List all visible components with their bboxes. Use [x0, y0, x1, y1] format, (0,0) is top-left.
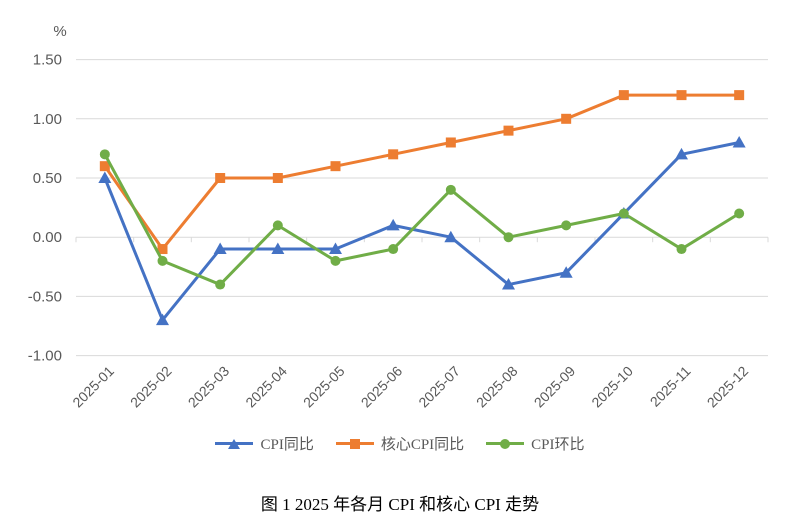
- square-data-marker: [157, 244, 168, 255]
- triangle-data-marker: [98, 171, 112, 183]
- circle-data-marker: [503, 232, 514, 243]
- triangle-data-marker: [732, 135, 746, 148]
- square-data-marker: [272, 173, 283, 183]
- y-axis-tick-label: 1.00: [33, 111, 62, 128]
- chart-legend: CPI同比 核心CPI同比 CPI环比: [0, 433, 800, 454]
- y-axis-tick-label: 0.50: [33, 170, 62, 187]
- x-axis-tick-label: 2025-09: [531, 363, 579, 411]
- legend-item-cpi-yoy: CPI同比: [215, 433, 314, 454]
- triangle-data-marker: [444, 230, 458, 243]
- x-axis-tick-label: 2025-12: [704, 363, 752, 411]
- x-axis-tick-label: 2025-10: [588, 363, 636, 411]
- triangle-marker-icon: [228, 438, 241, 449]
- x-axis-tick-label: 2025-01: [69, 363, 117, 411]
- square-data-marker: [388, 149, 399, 160]
- square-data-marker: [561, 113, 572, 124]
- x-axis-tick-label: 2025-05: [300, 363, 348, 411]
- series-line-circle: [103, 152, 741, 287]
- y-axis-tick-label: 1.50: [33, 52, 62, 69]
- square-data-marker: [445, 137, 456, 148]
- x-axis-tick-label: 2025-02: [127, 363, 175, 411]
- square-data-marker: [618, 90, 629, 101]
- triangle-data-marker: [271, 242, 285, 255]
- circle-data-marker: [561, 220, 572, 231]
- triangle-data-marker: [386, 218, 400, 231]
- square-data-marker: [99, 161, 110, 172]
- circle-data-marker: [272, 220, 283, 231]
- circle-data-marker: [618, 208, 629, 219]
- legend-triangle-line-icon: [215, 437, 254, 451]
- triangle-data-marker: [329, 242, 342, 255]
- square-data-marker: [215, 173, 226, 183]
- circle-data-marker: [330, 255, 341, 266]
- square-data-marker: [503, 125, 514, 136]
- circle-data-marker: [157, 255, 168, 266]
- legend-label-cpi-mom: CPI环比: [531, 437, 585, 453]
- legend-item-cpi-mom: CPI环比: [486, 433, 585, 454]
- triangle-data-marker: [213, 242, 227, 255]
- x-axis-tick-label: 2025-11: [647, 363, 694, 410]
- circle-data-marker: [445, 184, 456, 195]
- triangle-data-marker: [675, 147, 688, 160]
- y-axis-tick-label: 0.00: [33, 229, 62, 246]
- square-data-marker: [330, 161, 341, 172]
- legend-square-line-icon: [335, 437, 374, 451]
- series-line-triangle: [103, 140, 741, 322]
- square-marker-icon: [349, 438, 360, 449]
- chart-caption: 图 1 2025 年各月 CPI 和核心 CPI 走势: [260, 495, 540, 514]
- x-axis-tick-label: 2025-03: [185, 363, 233, 411]
- y-axis-tick-label: -1.00: [28, 348, 62, 365]
- x-axis-tick-label: 2025-08: [473, 363, 521, 411]
- circle-data-marker: [99, 149, 110, 160]
- legend-circle-line-icon: [486, 437, 525, 451]
- y-axis-tick-label: -0.50: [28, 288, 62, 305]
- legend-item-core-cpi-yoy: 核心CPI同比: [335, 433, 465, 454]
- triangle-data-marker: [502, 278, 515, 290]
- legend-label-core-cpi-yoy: 核心CPI同比: [380, 437, 465, 453]
- circle-data-marker: [734, 208, 745, 219]
- x-axis-tick-label: 2025-07: [415, 363, 463, 411]
- triangle-data-marker: [559, 266, 573, 278]
- x-axis-tick-label: 2025-06: [358, 363, 406, 411]
- circle-data-marker: [388, 244, 399, 255]
- x-axis-tick-label: 2025-04: [242, 363, 290, 411]
- y-axis-unit-label: %: [53, 23, 66, 40]
- cpi-trend-chart-canvas: 1.501.000.500.00-0.50-1.00%2025-01 2025-0…: [28, 23, 769, 411]
- square-data-marker: [734, 90, 745, 101]
- circle-marker-icon: [500, 438, 511, 449]
- circle-data-marker: [676, 244, 687, 255]
- legend-label-cpi-yoy: CPI同比: [260, 437, 314, 453]
- series-line-square: [103, 93, 741, 251]
- circle-data-marker: [215, 279, 226, 290]
- square-data-marker: [676, 90, 687, 101]
- triangle-data-marker: [156, 313, 169, 326]
